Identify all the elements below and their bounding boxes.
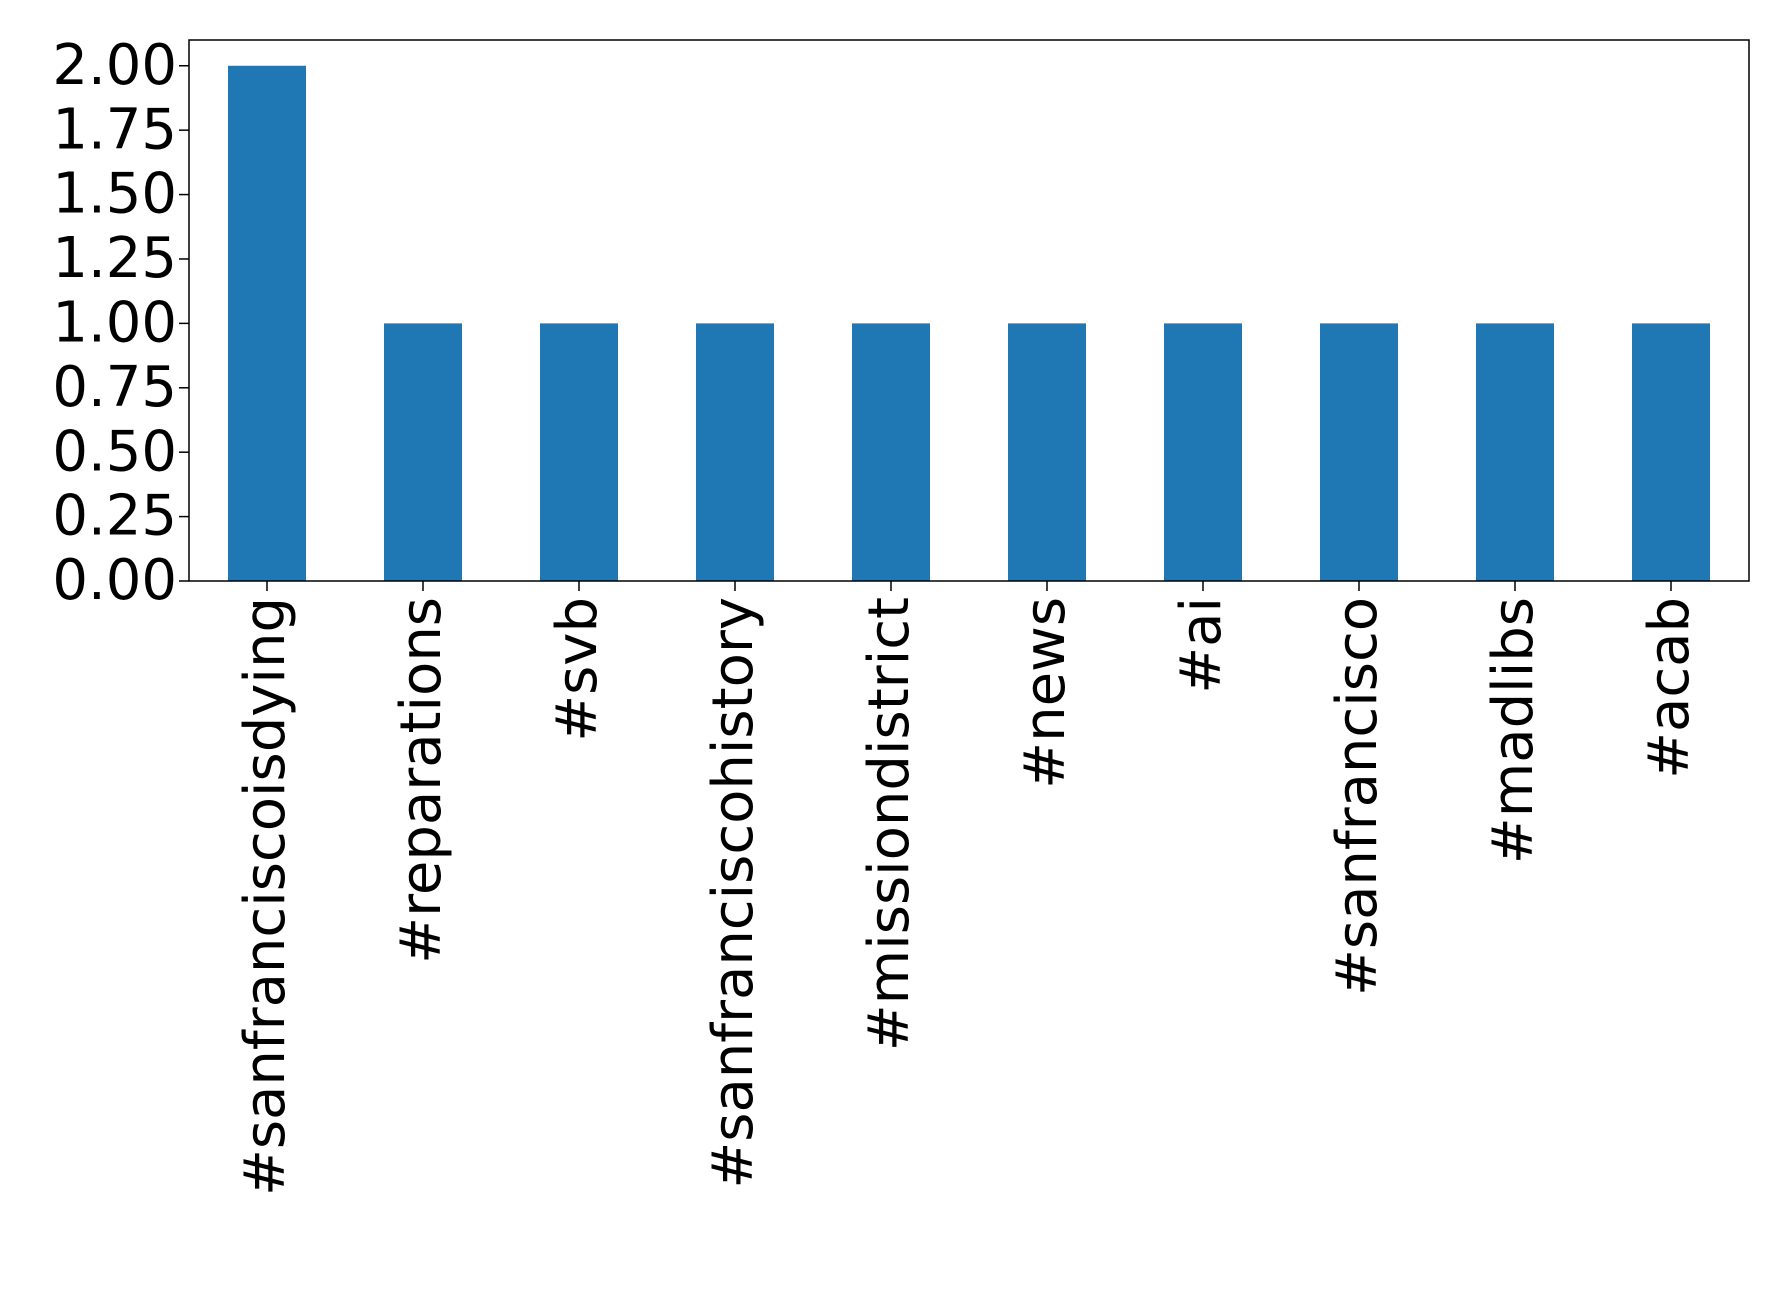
x-tick-label: #ai — [1169, 597, 1234, 694]
x-tick-label: #svb — [545, 597, 610, 742]
bar — [1476, 323, 1554, 581]
plot-frame — [188, 39, 1750, 582]
y-tick-label: 1.00 — [52, 291, 177, 356]
bar — [1320, 323, 1398, 581]
x-tick-label: #missiondistrict — [857, 597, 922, 1051]
y-tick-label: 1.50 — [52, 162, 177, 227]
x-tick-label: #news — [1013, 597, 1078, 789]
bar — [1008, 323, 1086, 581]
bar — [1164, 323, 1242, 581]
bar — [228, 65, 306, 581]
y-tick-label: 0.75 — [52, 355, 177, 420]
y-tick-label: 1.75 — [52, 97, 177, 162]
x-tick-label: #madlibs — [1481, 597, 1546, 864]
y-tick-label: 1.25 — [52, 226, 177, 291]
y-tick-label: 0.00 — [52, 548, 177, 613]
bar — [1632, 323, 1710, 581]
y-tick-label: 2.00 — [52, 33, 177, 98]
x-tick-label: #reparations — [389, 597, 454, 964]
x-tick-label: #acab — [1637, 597, 1702, 779]
bar — [852, 323, 930, 581]
y-tick-label: 0.50 — [52, 419, 177, 484]
x-tick-label: #sanfrancisco — [1325, 597, 1390, 996]
x-tick-label: #sanfranciscohistory — [701, 597, 766, 1189]
bar — [540, 323, 618, 581]
bar — [696, 323, 774, 581]
x-tick-label: #sanfranciscoisdying — [233, 597, 298, 1196]
bar — [384, 323, 462, 581]
y-tick-label: 0.25 — [52, 484, 177, 549]
